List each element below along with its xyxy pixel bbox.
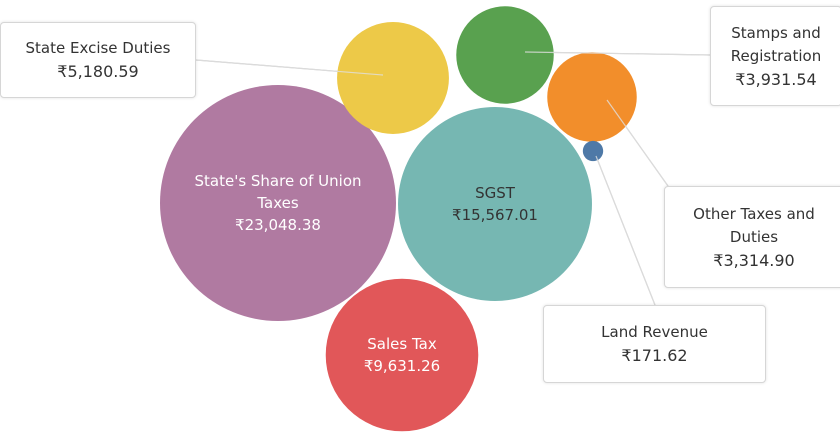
bubble xyxy=(547,52,637,142)
leader-line xyxy=(195,59,384,76)
value-label: ₹9,631.26 xyxy=(363,357,441,375)
leader-line xyxy=(595,155,656,306)
bubble-label: State's Share of Union Taxes ₹23,048.38 xyxy=(173,143,383,263)
bubble-label: SGST ₹15,567.01 xyxy=(420,144,570,264)
callout: Other Taxes and Duties ₹3,314.90 xyxy=(664,186,840,288)
category-label: Sales Tax xyxy=(367,335,437,353)
bubble xyxy=(398,107,592,301)
bubble xyxy=(337,22,449,134)
callout: State Excise Duties ₹5,180.59 xyxy=(0,22,196,98)
callout: Stamps and Registration ₹3,931.54 xyxy=(710,6,840,106)
value-label: ₹5,180.59 xyxy=(57,62,139,81)
category-label: Land Revenue xyxy=(601,323,708,341)
value-label: ₹23,048.38 xyxy=(235,216,321,234)
bubble xyxy=(160,85,396,321)
bubble xyxy=(456,6,554,104)
value-label: ₹15,567.01 xyxy=(452,206,538,224)
category-label: Stamps and Registration xyxy=(730,23,822,65)
bubble-label: Sales Tax ₹9,631.26 xyxy=(337,295,467,415)
value-label: ₹3,931.54 xyxy=(735,69,817,89)
value-label: ₹171.62 xyxy=(621,346,688,365)
leader-line xyxy=(606,99,669,187)
category-label: SGST xyxy=(475,184,515,202)
category-label: State's Share of Union Taxes xyxy=(194,172,362,212)
category-label: State Excise Duties xyxy=(25,39,171,57)
leader-line xyxy=(524,51,711,56)
value-label: ₹3,314.90 xyxy=(713,250,795,270)
callout: Land Revenue ₹171.62 xyxy=(543,305,766,383)
bubble xyxy=(582,140,604,162)
category-label: Other Taxes and Duties xyxy=(693,204,815,246)
bubble xyxy=(325,278,479,432)
